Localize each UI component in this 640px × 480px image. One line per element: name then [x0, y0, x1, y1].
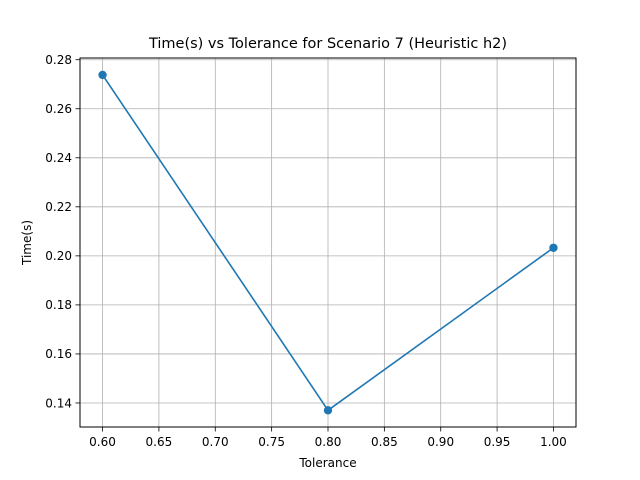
grid-layer	[80, 58, 576, 427]
y-tick-label: 0.16	[45, 347, 72, 361]
x-tick-label: 0.70	[202, 435, 229, 449]
x-tick-label: 0.65	[146, 435, 173, 449]
data-layer	[98, 70, 558, 415]
y-axis-label: Time(s)	[20, 220, 34, 266]
y-tick-label: 0.28	[45, 53, 72, 67]
x-tick-label: 1.00	[540, 435, 567, 449]
y-tick-label: 0.22	[45, 200, 72, 214]
x-tick-label: 0.95	[484, 435, 511, 449]
x-tick-label: 0.85	[371, 435, 398, 449]
x-axis-label: Tolerance	[298, 456, 356, 470]
chart-title: Time(s) vs Tolerance for Scenario 7 (Heu…	[148, 36, 507, 52]
data-point	[98, 70, 107, 80]
y-tick-label: 0.24	[45, 151, 72, 165]
x-tick-label: 0.60	[89, 435, 116, 449]
y-tick-label: 0.14	[45, 396, 72, 410]
data-point	[549, 243, 558, 252]
x-tick-label: 0.75	[258, 435, 285, 449]
y-tick-label: 0.26	[45, 102, 72, 116]
data-point	[323, 406, 333, 415]
x-tick-label: 0.90	[427, 435, 454, 449]
x-tick-label: 0.80	[315, 435, 342, 449]
y-tick-label: 0.20	[45, 249, 72, 263]
tick-layer: 0.60 0.65 0.70 0.75 0.80 0.85 0.90 0.95 1.00 0.14…	[45, 53, 567, 449]
y-tick-label: 0.18	[45, 298, 72, 312]
